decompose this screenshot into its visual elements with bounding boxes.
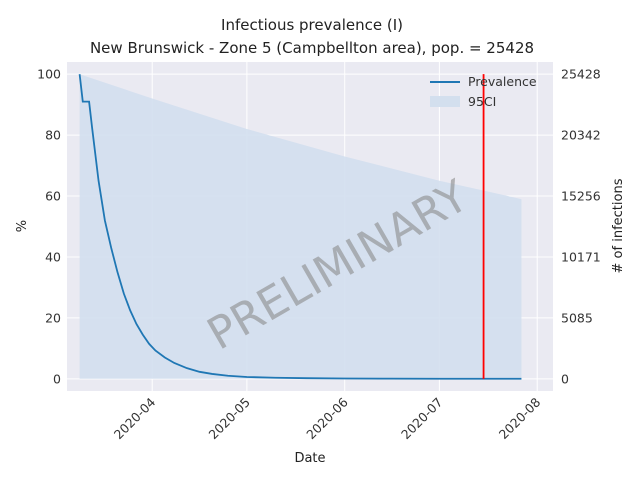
x-tick-label: 2020-06 bbox=[303, 394, 351, 442]
x-axis-label: Date bbox=[294, 451, 325, 466]
series-layer bbox=[78, 74, 522, 380]
legend-item-prevalence: Prevalence bbox=[468, 74, 537, 89]
ci-band-layer bbox=[79, 74, 522, 379]
legend-item-95ci: 95CI bbox=[468, 94, 496, 109]
y-right-tick-label: 10171 bbox=[561, 249, 601, 264]
y-tick-label: 100 bbox=[37, 67, 61, 82]
series-line-prevalence bbox=[78, 74, 522, 380]
x-tick-label: 2020-04 bbox=[111, 394, 159, 442]
y-tick-label: 40 bbox=[45, 249, 61, 264]
y-tick-label: 80 bbox=[45, 128, 61, 143]
y-axis-ticks: 0 20 40 60 80 100 bbox=[37, 67, 61, 387]
y-right-tick-label: 15256 bbox=[561, 189, 601, 204]
chart-title-line2: New Brunswick - Zone 5 (Campbellton area… bbox=[90, 39, 534, 57]
y-tick-label: 0 bbox=[53, 371, 61, 386]
y-axis-label: % bbox=[15, 220, 30, 232]
y-tick-label: 20 bbox=[45, 310, 61, 325]
ci-band bbox=[79, 74, 522, 379]
y-tick-label: 60 bbox=[45, 189, 61, 204]
legend-ci-swatch bbox=[430, 96, 460, 107]
y-right-axis-label: # of infections bbox=[611, 178, 626, 273]
x-tick-label: 2020-07 bbox=[398, 395, 446, 443]
chart-title-line1: Infectious prevalence (I) bbox=[221, 16, 403, 34]
x-axis-ticks: 2020-04 2020-05 2020-06 2020-07 2020-08 bbox=[111, 394, 544, 442]
y-right-axis-ticks: 0 5085 10171 15256 20342 25428 bbox=[561, 67, 601, 387]
y-right-tick-label: 5085 bbox=[561, 310, 593, 325]
legend: Prevalence 95CI bbox=[430, 74, 537, 109]
y-right-tick-label: 20342 bbox=[561, 128, 601, 143]
y-right-tick-label: 25428 bbox=[561, 67, 601, 82]
x-tick-label: 2020-08 bbox=[496, 394, 544, 442]
y-right-tick-label: 0 bbox=[561, 371, 569, 386]
x-tick-label: 2020-05 bbox=[205, 395, 253, 443]
